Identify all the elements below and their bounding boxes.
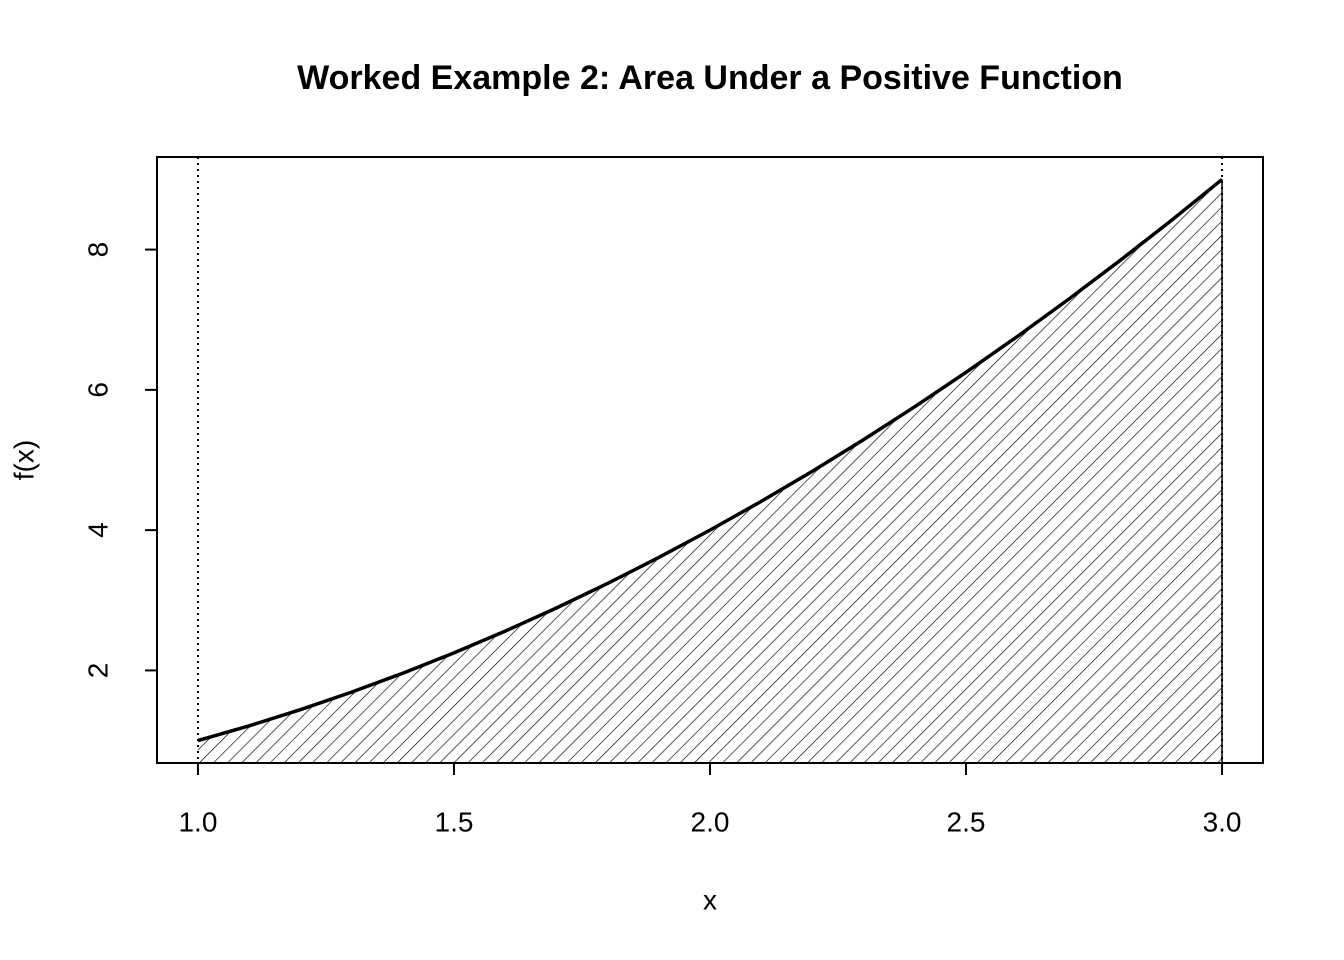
y-tick-label: 4 <box>82 522 113 538</box>
x-tick-label: 2.0 <box>691 806 730 837</box>
x-tick-label: 1.5 <box>435 806 474 837</box>
y-tick-label: 6 <box>82 382 113 398</box>
y-axis-label: f(x) <box>8 440 39 480</box>
y-tick-label: 8 <box>82 242 113 258</box>
x-axis-label: x <box>703 884 717 915</box>
x-tick-label: 1.0 <box>178 806 217 837</box>
y-tick-label: 2 <box>82 663 113 679</box>
chart-title: Worked Example 2: Area Under a Positive … <box>297 59 1123 97</box>
x-tick-label: 3.0 <box>1203 806 1242 837</box>
area-fill <box>197 179 1223 763</box>
curve <box>197 178 1224 743</box>
x-tick-label: 2.5 <box>947 806 986 837</box>
